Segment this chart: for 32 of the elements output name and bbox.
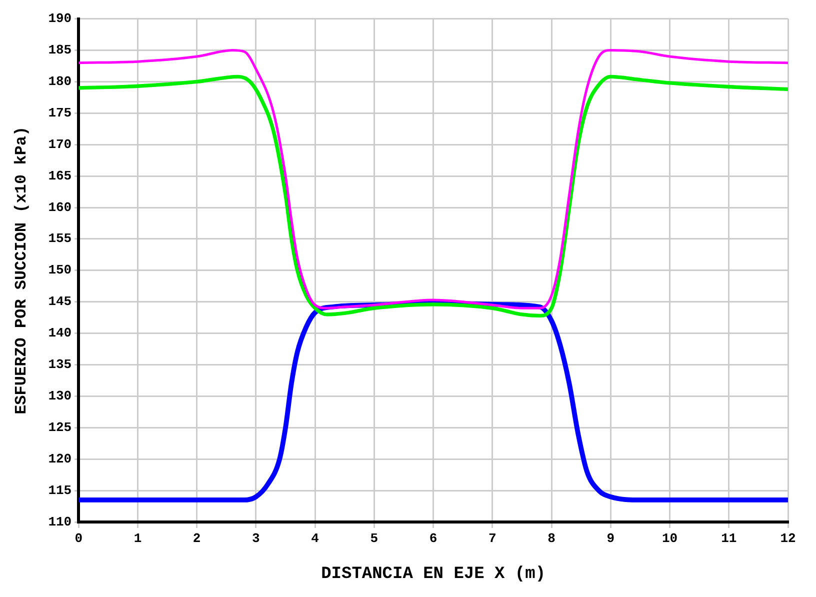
x-tick-label: 3	[252, 531, 260, 546]
y-tick-label: 185	[48, 42, 72, 58]
x-tick-label: 10	[662, 531, 678, 546]
x-tick-label: 1	[134, 531, 142, 546]
y-tick-label: 165	[48, 168, 72, 184]
x-tick-label: 9	[606, 531, 615, 546]
y-tick-label: 180	[48, 74, 72, 89]
y-tick-label: 155	[48, 231, 72, 246]
y-tick-label: 175	[48, 105, 72, 120]
x-tick-label: 7	[488, 531, 496, 546]
y-tick-label: 115	[48, 482, 72, 498]
x-tick-label: 12	[780, 531, 796, 546]
y-tick-label: 145	[48, 294, 72, 310]
y-tick-label: 120	[48, 451, 72, 466]
y-axis-title: ESFUERZO POR SUCCION (x10 kPa)	[12, 126, 31, 414]
y-tick-label: 135	[48, 357, 72, 372]
x-tick-label: 11	[721, 531, 737, 546]
x-tick-label: 2	[192, 531, 201, 546]
y-tick-label: 170	[48, 136, 72, 152]
x-tick-label: 4	[311, 531, 320, 546]
y-tick-label: 190	[48, 11, 72, 26]
x-tick-label: 8	[548, 531, 556, 546]
y-tick-label: 125	[48, 420, 72, 435]
x-tick-label: 6	[429, 531, 438, 546]
x-axis-title: DISTANCIA EN EJE X (m)	[321, 565, 546, 584]
y-tick-label: 150	[48, 262, 72, 278]
y-tick-label: 160	[48, 200, 72, 215]
x-tick-label: 5	[370, 531, 378, 546]
y-tick-label: 130	[48, 388, 72, 404]
y-tick-label: 110	[48, 514, 72, 530]
x-tick-label: 0	[74, 531, 83, 546]
y-tick-label: 140	[48, 326, 72, 341]
